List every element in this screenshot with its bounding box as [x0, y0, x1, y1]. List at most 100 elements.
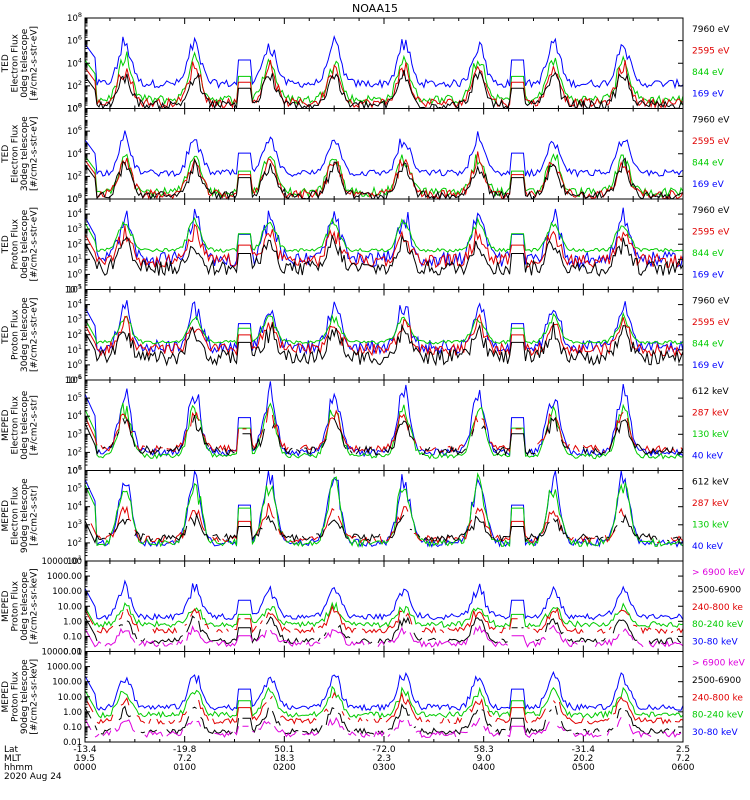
- y-axis-title: TEDProton Flux0deg telescope[#/cm2-s-str…: [1, 207, 40, 282]
- legend-entry: 287 keV: [692, 409, 729, 419]
- panel-3: 10-1 100 101 102 103 104 105 TEDProton Flux0deg…: [1, 192, 730, 296]
- y-axis-title: TEDElectron Flux30deg telescope[#/cm2-s-…: [1, 116, 40, 191]
- y-tick-label: 100.00: [52, 587, 82, 597]
- series-612-kev: [84, 414, 684, 457]
- y-tick-label: 1000.00: [47, 663, 82, 673]
- legend-entry: 2595 eV: [692, 318, 730, 328]
- y-tick-label: 100: [67, 192, 82, 205]
- series-2595-ev: [84, 223, 684, 269]
- series-844-ev: [84, 311, 684, 346]
- legend-entry: 169 eV: [692, 361, 725, 371]
- y-tick-label: 103: [67, 427, 82, 440]
- legend-entry: 844 eV: [692, 159, 725, 169]
- legend-entry: 40 keV: [692, 452, 724, 462]
- legend-entry: 130 keV: [692, 521, 729, 531]
- y-tick-label: 100: [67, 358, 82, 371]
- panel-frame: [84, 108, 684, 200]
- series-40-kev: [84, 469, 684, 548]
- y-tick-label: 102: [67, 79, 82, 92]
- y-tick-label: 106: [67, 373, 82, 386]
- legend-entry: 40 keV: [692, 542, 724, 552]
- y-tick-label: 0.01: [63, 738, 82, 748]
- legend-entry: 30-80 keV: [692, 638, 738, 648]
- series-240-800-ke: [86, 691, 684, 725]
- legend-entry: 7960 eV: [692, 206, 730, 216]
- y-tick-label: 1000.00: [47, 572, 82, 582]
- legend-entry: 2595 eV: [692, 228, 730, 238]
- x-tick-hhmm: 0300: [373, 763, 396, 773]
- x-tick-hhmm: 0100: [173, 763, 196, 773]
- series-130-kev: [84, 402, 684, 460]
- panel-4: 10-1 100 101 102 103 104 105 TEDProton Flux30de…: [1, 283, 730, 387]
- y-tick-label: 0.01: [63, 648, 82, 658]
- y-tick-label: 102: [67, 328, 82, 341]
- y-tick-label: 101: [67, 554, 82, 567]
- legend-entry: 2500-6900: [692, 585, 741, 595]
- legend-entry: 2500-6900: [692, 676, 741, 686]
- x-tick-lat: 58.3: [474, 745, 494, 755]
- y-tick-label: 101: [67, 252, 82, 265]
- x-tick-mlt: 18.3: [274, 754, 294, 764]
- legend-entry: > 6900 keV: [692, 659, 746, 669]
- x-tick-lat: -72.0: [372, 745, 396, 755]
- series-7960-ev: [84, 234, 684, 277]
- panel-8: 0.01 0.10 1.00 10.00 100.00 1000.00 10000.00ME…: [1, 648, 746, 749]
- legend-entry: 130 keV: [692, 430, 729, 440]
- x-tick-lat: -19.8: [173, 745, 197, 755]
- y-tick-label: 104: [67, 207, 82, 220]
- series-7960-ev: [84, 322, 684, 367]
- x-tick-mlt: 19.5: [75, 754, 95, 764]
- y-tick-label: 100: [67, 102, 82, 115]
- legend-entry: 240-800 ke: [692, 603, 743, 613]
- series-40-kev: [84, 381, 684, 458]
- y-tick-label: 100: [67, 267, 82, 280]
- x-row-label-hhmm: hhmm: [4, 763, 33, 773]
- x-tick-hhmm: 0400: [472, 763, 495, 773]
- series-287-kev: [90, 503, 684, 544]
- series--6900-kev: [84, 716, 682, 738]
- y-tick-label: 102: [67, 237, 82, 250]
- y-tick-label: 108: [67, 11, 82, 24]
- y-tick-label: 102: [67, 536, 82, 549]
- y-axis-title: TEDElectron Flux0deg telescope[#/cm2-s-s…: [1, 26, 40, 101]
- series-130-kev: [84, 472, 684, 548]
- y-tick-label: 104: [67, 500, 82, 513]
- y-tick-label: 105: [67, 192, 82, 205]
- y-tick-label: 10-1: [65, 373, 82, 386]
- panel-frame: [84, 17, 684, 109]
- x-row-label-lat: Lat: [4, 745, 19, 755]
- panel-frame: [84, 198, 684, 290]
- x-tick-mlt: 7.2: [178, 754, 192, 764]
- y-tick-label: 101: [67, 464, 82, 477]
- series-2595-ev: [84, 313, 684, 358]
- series-30-80-kev: [84, 579, 684, 621]
- y-tick-label: 108: [67, 102, 82, 115]
- y-axis-title: MEPEDProton Flux0deg telescope[#/cm2-s-s…: [1, 568, 40, 644]
- legend-entry: 169 eV: [692, 180, 725, 190]
- y-tick-label: 104: [67, 56, 82, 69]
- series-240-800-ke: [84, 604, 684, 635]
- y-axis-title: TEDProton Flux30deg telescope[#/cm2-s-st…: [1, 297, 40, 372]
- legend-entry: > 6900 keV: [692, 568, 746, 578]
- series-2500-6900: [84, 703, 682, 736]
- y-tick-label: 104: [67, 409, 82, 422]
- y-tick-label: 10000.00: [41, 648, 82, 658]
- legend-entry: 7960 eV: [692, 297, 730, 307]
- y-tick-label: 103: [67, 518, 82, 531]
- legend-entry: 287 keV: [692, 499, 729, 509]
- y-tick-label: 106: [67, 124, 82, 137]
- legend-entry: 844 eV: [692, 340, 725, 350]
- panel-frame: [84, 470, 684, 562]
- y-axis-title: MEPEDProton Flux90deg telescope[#/cm2-s-…: [1, 659, 40, 735]
- legend-entry: 612 keV: [692, 387, 729, 397]
- y-tick-label: 10-1: [65, 283, 82, 296]
- panel-frame: [84, 651, 684, 743]
- y-axis-title: MEPEDElectron Flux0deg telescope[#/cm2-s…: [1, 390, 40, 460]
- y-tick-label: 104: [67, 298, 82, 311]
- series-80-240-kev: [84, 601, 684, 629]
- y-tick-label: 10.00: [58, 602, 82, 612]
- legend-entry: 30-80 keV: [692, 728, 738, 738]
- y-tick-label: 104: [67, 147, 82, 160]
- x-tick-lat: 50.1: [274, 745, 294, 755]
